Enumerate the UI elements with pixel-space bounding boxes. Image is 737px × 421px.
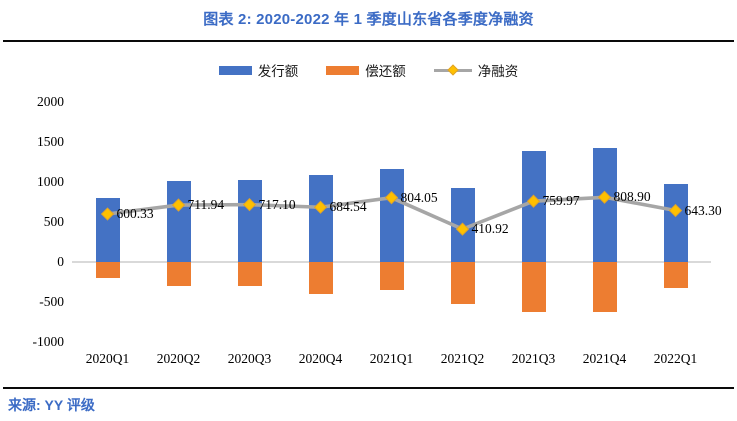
legend-swatch-blue bbox=[218, 65, 252, 75]
net-data-label: 711.94 bbox=[187, 197, 225, 213]
y-axis-tick-label: 0 bbox=[57, 254, 64, 269]
legend-item-net: 净融资 bbox=[433, 60, 519, 80]
bar-issuance-2020Q2 bbox=[166, 181, 191, 262]
x-axis-tick-label: 2021Q2 bbox=[440, 351, 485, 366]
bar-issuance-2020Q3 bbox=[237, 180, 262, 262]
y-axis-tick-label: 1000 bbox=[37, 174, 64, 189]
bar-repayment-2021Q4 bbox=[592, 262, 617, 312]
x-axis-tick-label: 2020Q4 bbox=[298, 351, 343, 366]
net-data-label: 684.54 bbox=[329, 199, 367, 215]
chart-title: 图表 2: 2020-2022 年 1 季度山东省各季度净融资 bbox=[203, 11, 534, 28]
net-data-label: 804.05 bbox=[400, 189, 438, 205]
bar-repayment-2021Q2 bbox=[450, 262, 475, 304]
top-separator-line bbox=[3, 40, 734, 42]
legend-swatch-orange bbox=[326, 65, 360, 75]
legend-line-diamond-icon bbox=[433, 64, 472, 76]
bar-repayment-2022Q1 bbox=[663, 262, 688, 289]
bar-repayment-2020Q2 bbox=[166, 262, 191, 286]
legend-item-repayment: 偿还额 bbox=[326, 60, 406, 80]
net-data-label: 643.30 bbox=[684, 202, 722, 218]
y-axis-tick-label: -500 bbox=[39, 294, 64, 309]
legend-label: 净融资 bbox=[477, 64, 519, 79]
chart-legend: 发行额 偿还额 净融资 bbox=[0, 60, 737, 80]
net-data-label: 410.92 bbox=[471, 221, 509, 237]
y-axis-tick-label: 1500 bbox=[37, 134, 64, 149]
x-axis-tick-label: 2021Q3 bbox=[511, 351, 556, 366]
bar-issuance-2022Q1 bbox=[663, 184, 688, 262]
bar-repayment-2020Q3 bbox=[237, 262, 262, 287]
x-axis-tick-label: 2022Q1 bbox=[653, 351, 698, 366]
net-data-label: 808.90 bbox=[613, 189, 651, 205]
net-data-label: 600.33 bbox=[116, 205, 154, 221]
x-axis-tick-label: 2021Q4 bbox=[582, 351, 627, 366]
bar-issuance-2021Q1 bbox=[379, 169, 404, 262]
bar-repayment-2021Q3 bbox=[521, 262, 546, 313]
x-axis-tick-label: 2020Q1 bbox=[85, 351, 130, 366]
x-axis-tick-label: 2021Q1 bbox=[369, 351, 414, 366]
bar-repayment-2020Q4 bbox=[308, 262, 333, 295]
legend-label: 发行额 bbox=[257, 64, 299, 79]
y-axis-tick-label: 2000 bbox=[37, 94, 64, 109]
x-axis-tick-label: 2020Q2 bbox=[156, 351, 201, 366]
x-axis-tick-label: 2020Q3 bbox=[227, 351, 272, 366]
y-axis-tick-label: 500 bbox=[43, 214, 64, 229]
net-data-label: 759.97 bbox=[542, 193, 580, 209]
bar-issuance-2020Q4 bbox=[308, 174, 333, 262]
y-axis-tick-label: -1000 bbox=[32, 334, 65, 349]
bar-repayment-2020Q1 bbox=[95, 262, 120, 278]
legend-label: 偿还额 bbox=[365, 64, 406, 79]
net-data-label: 717.10 bbox=[258, 196, 296, 212]
bottom-separator-line bbox=[3, 387, 734, 389]
bar-repayment-2021Q1 bbox=[379, 262, 404, 291]
source-note: 来源: YY 评级 bbox=[8, 397, 95, 413]
legend-item-issuance: 发行额 bbox=[218, 60, 299, 80]
